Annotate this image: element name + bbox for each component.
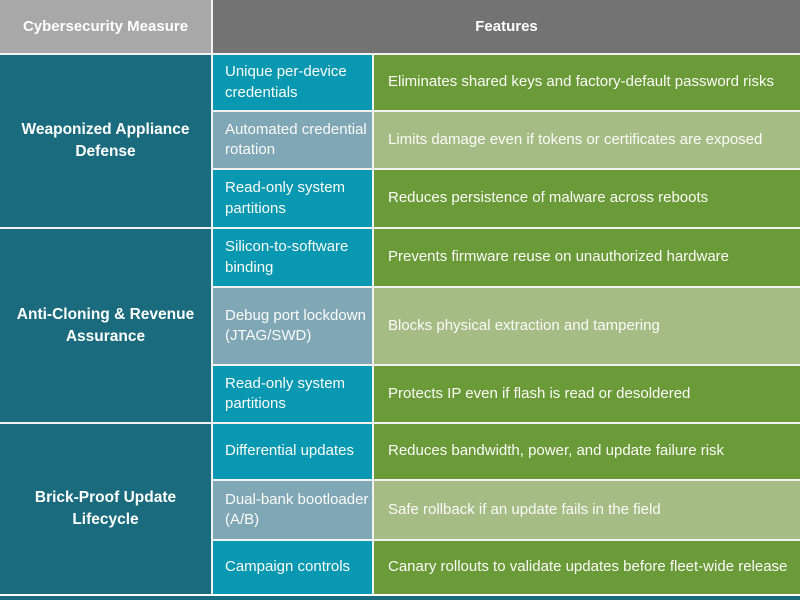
feature-cell: Unique per-device credentials [213, 55, 372, 110]
feature-cell: Dual-bank bootloader (A/B) [213, 481, 372, 539]
feature-cell: Read-only system partitions [213, 170, 372, 227]
measure-cell-brick-proof-update-lifecycle: Brick-Proof Update Lifecycle [0, 424, 211, 594]
description-cell: Reduces bandwidth, power, and update fai… [374, 424, 800, 479]
feature-cell: Read-only system partitions [213, 366, 372, 422]
feature-cell: Debug port lockdown (JTAG/SWD) [213, 288, 372, 364]
header-cybersecurity-measure: Cybersecurity Measure [0, 0, 211, 53]
feature-cell: Campaign controls [213, 541, 372, 594]
feature-cell: Differential updates [213, 424, 372, 479]
feature-cell: Automated credential rotation [213, 112, 372, 168]
measure-cell-anti-cloning-revenue-assurance: Anti-Cloning & Revenue Assurance [0, 229, 211, 422]
description-cell: Blocks physical extraction and tampering [374, 288, 800, 364]
header-features: Features [213, 0, 800, 53]
description-cell: Eliminates shared keys and factory-defau… [374, 55, 800, 110]
description-cell: Safe rollback if an update fails in the … [374, 481, 800, 539]
table-bottom-edge [0, 596, 800, 600]
feature-cell: Silicon-to-software binding [213, 229, 372, 286]
description-cell: Prevents firmware reuse on unauthorized … [374, 229, 800, 286]
measure-cell-weaponized-appliance-defense: Weaponized Appliance Defense [0, 55, 211, 227]
description-cell: Canary rollouts to validate updates befo… [374, 541, 800, 594]
description-cell: Protects IP even if flash is read or des… [374, 366, 800, 422]
description-cell: Reduces persistence of malware across re… [374, 170, 800, 227]
description-cell: Limits damage even if tokens or certific… [374, 112, 800, 168]
